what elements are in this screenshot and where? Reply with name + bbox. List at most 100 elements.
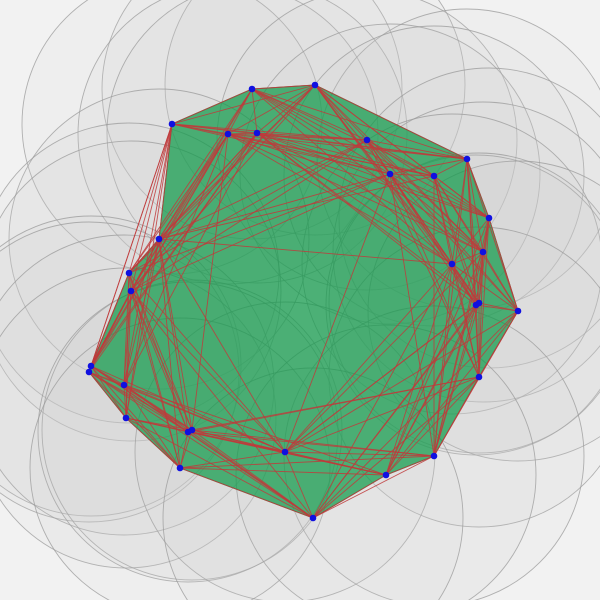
edge	[227, 84, 316, 135]
edge	[256, 132, 435, 177]
edge	[158, 175, 435, 240]
vertex-point	[127, 287, 135, 295]
vertex-point	[430, 172, 438, 180]
vertex-point	[184, 428, 192, 436]
vertex-point	[125, 269, 133, 277]
edge	[478, 302, 519, 312]
edge	[191, 429, 314, 519]
edge	[389, 158, 468, 175]
vertex-point	[382, 471, 390, 479]
edge	[366, 139, 519, 312]
edge	[312, 474, 387, 519]
edge	[158, 173, 391, 240]
edge	[385, 302, 480, 476]
vertex-point	[281, 448, 289, 456]
edge	[312, 310, 519, 519]
edge	[88, 123, 173, 373]
vertex-point	[155, 235, 163, 243]
edge	[284, 376, 480, 453]
edge	[158, 238, 193, 431]
edge	[125, 272, 130, 419]
edge	[475, 251, 484, 306]
edge	[366, 139, 490, 219]
edge	[88, 371, 189, 433]
edge	[187, 376, 480, 433]
edge	[187, 431, 314, 519]
edge	[433, 376, 480, 457]
edge	[385, 376, 480, 476]
edge	[256, 132, 490, 219]
vertex-point	[430, 452, 438, 460]
edge	[389, 173, 519, 312]
edge	[284, 263, 453, 453]
edge	[284, 302, 480, 453]
edge	[475, 304, 480, 378]
edge	[128, 133, 229, 274]
edge	[433, 175, 480, 378]
edge	[123, 132, 258, 386]
edge	[158, 123, 173, 240]
edge	[179, 467, 314, 519]
edge	[451, 263, 480, 304]
edge	[171, 123, 368, 141]
edge	[389, 173, 435, 457]
edge	[385, 455, 435, 476]
edge	[130, 290, 314, 519]
edge	[90, 365, 286, 453]
edge	[256, 132, 477, 306]
edge	[451, 217, 490, 265]
edge	[130, 290, 193, 431]
edge	[256, 132, 391, 175]
edge	[88, 371, 127, 419]
edge	[128, 238, 160, 274]
vertex-point	[120, 381, 128, 389]
edge	[251, 88, 368, 141]
edge	[123, 290, 132, 386]
vertex-point	[463, 155, 471, 163]
edge	[433, 158, 468, 457]
edge	[284, 451, 435, 457]
edge	[312, 455, 435, 519]
edge	[256, 84, 316, 134]
edge	[128, 173, 391, 274]
vertex-point	[363, 136, 371, 144]
edge	[385, 263, 453, 476]
vertex-point	[448, 260, 456, 268]
edge	[227, 133, 453, 265]
edge	[451, 263, 477, 306]
edge	[433, 175, 519, 312]
edge	[88, 371, 314, 519]
vertex-point	[85, 368, 93, 376]
vertex-point	[479, 248, 487, 256]
edge	[128, 272, 286, 453]
vertex-point	[386, 170, 394, 178]
vertex-point	[168, 120, 176, 128]
edge	[88, 132, 258, 373]
edge	[488, 217, 519, 312]
edge	[128, 132, 258, 274]
edge	[179, 455, 435, 469]
edge	[179, 429, 193, 469]
edge	[482, 251, 519, 312]
edge	[88, 133, 229, 373]
edge	[158, 133, 229, 240]
edge	[227, 133, 484, 253]
edge	[466, 158, 480, 304]
edge	[128, 88, 253, 274]
edge	[466, 158, 484, 253]
edge	[385, 217, 490, 476]
edge	[128, 272, 193, 431]
edge	[451, 158, 468, 265]
edge	[88, 272, 130, 373]
edge	[366, 139, 468, 160]
edge	[389, 173, 490, 219]
edge	[123, 384, 181, 469]
edge	[478, 217, 490, 304]
vertex-layer	[85, 81, 522, 522]
edge	[227, 133, 391, 175]
vertex-point	[253, 129, 261, 137]
edge	[284, 451, 387, 476]
edge-layer	[88, 84, 519, 519]
edge	[312, 263, 453, 519]
